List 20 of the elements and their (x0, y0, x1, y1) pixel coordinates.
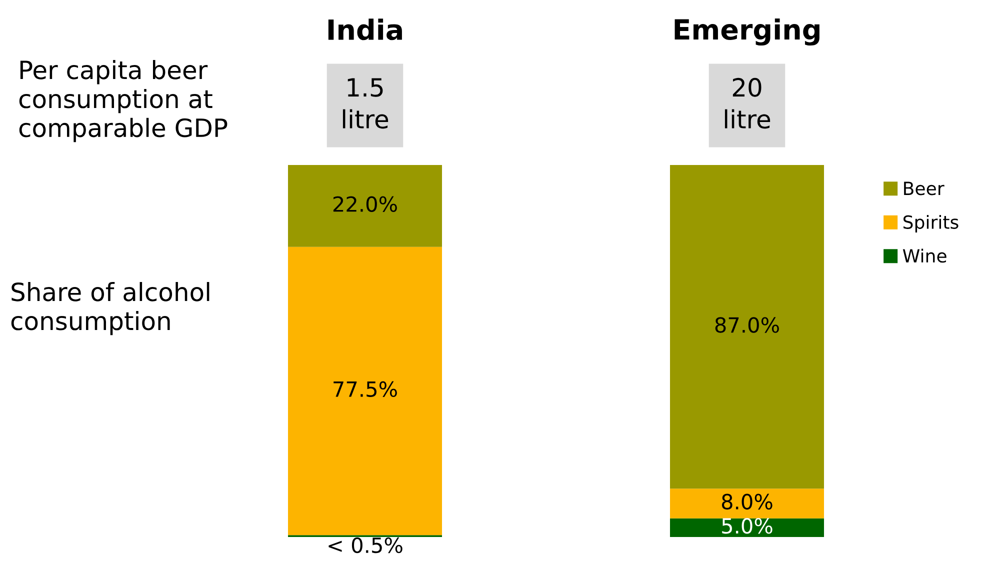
data-label: < 0.5% (328, 537, 402, 554)
text: 1.5 litre (342, 78, 388, 129)
data-label: 8.0% (722, 494, 772, 510)
legend-label: Wine (902, 248, 946, 263)
annotation: Share of alcohol consumption (11, 282, 210, 336)
legend-label: Spirits (903, 214, 958, 232)
data-label: 5.0% (722, 518, 772, 534)
x-tick-label: Emerging (674, 18, 820, 46)
bar (288, 165, 442, 247)
x-tick-label: India (328, 18, 402, 40)
legend-label: Beer (904, 182, 944, 196)
text: Per capita beer consumption at comparable GDP (19, 60, 228, 142)
bar (288, 246, 442, 536)
bar (670, 165, 824, 489)
data-label: 87.0% (715, 317, 779, 333)
bar (670, 488, 824, 518)
bar (670, 518, 824, 537)
data-label: 22.0% (333, 196, 397, 212)
text: 20 litre (724, 78, 770, 129)
data-label: 77.5% (334, 381, 397, 398)
